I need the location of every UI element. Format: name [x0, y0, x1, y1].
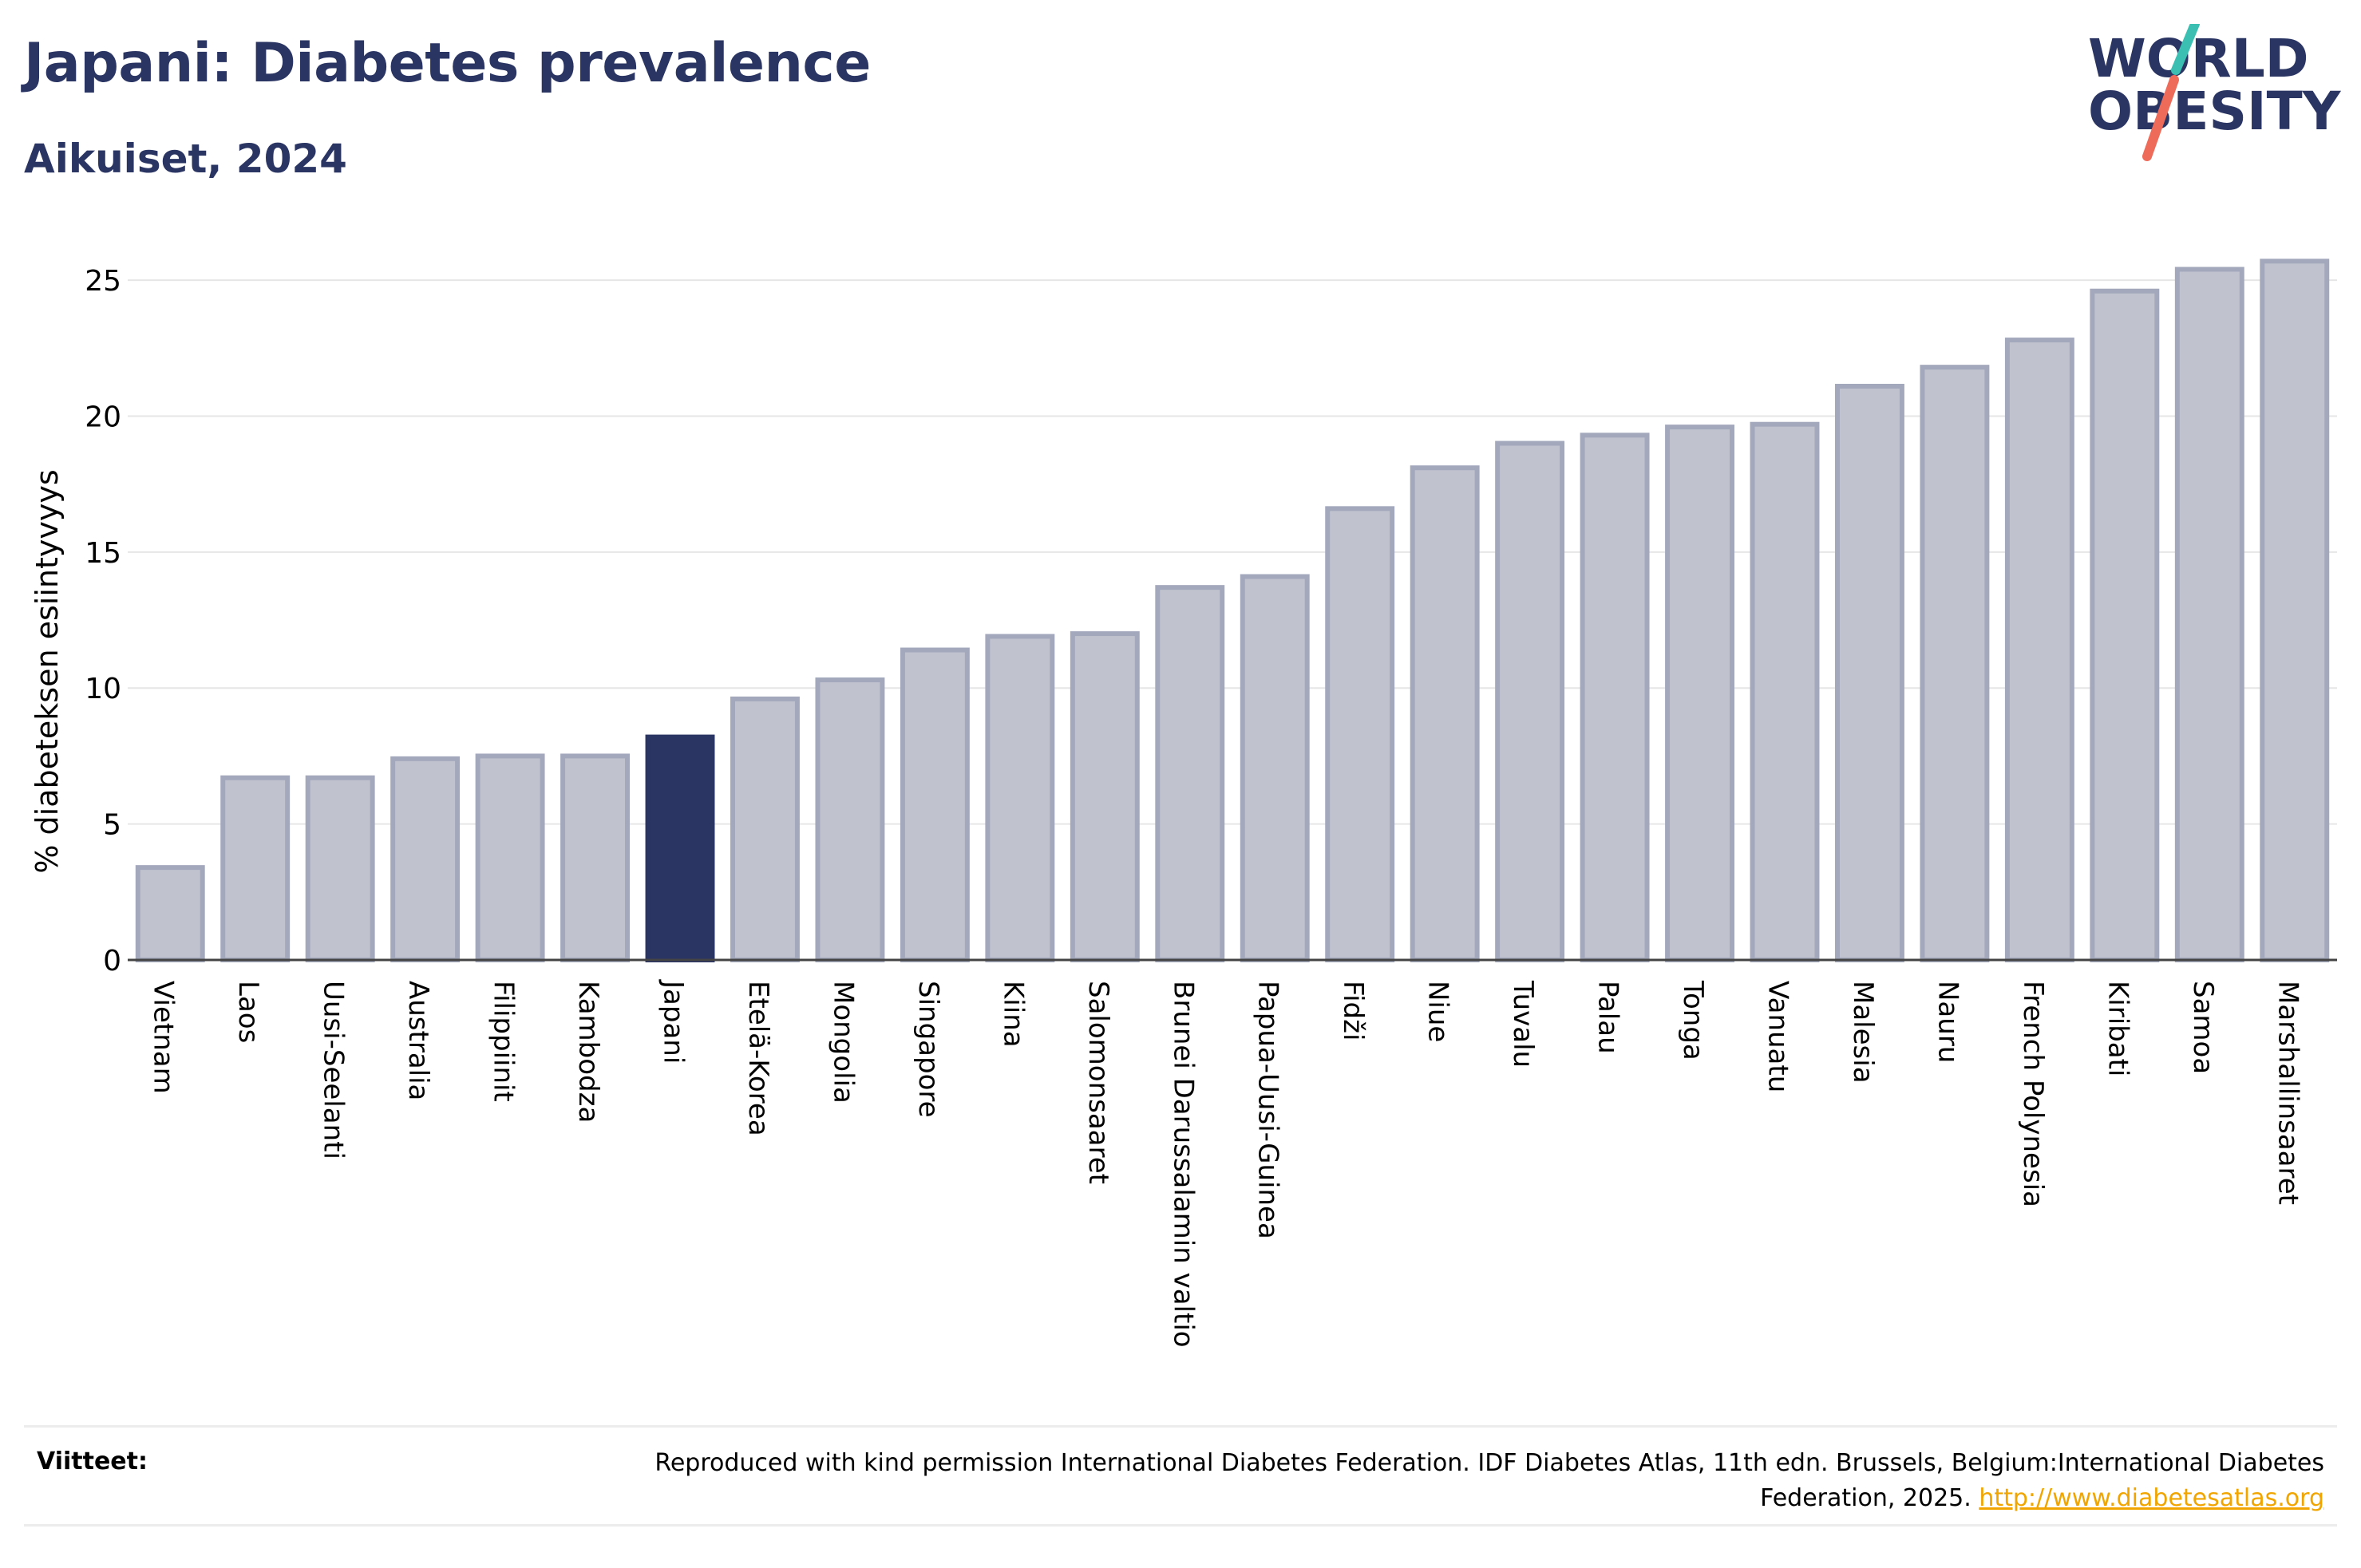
x-tick-label: Vietnam: [148, 981, 180, 1094]
x-tick-label: Mongolia: [827, 981, 859, 1104]
bar-chart: 0 5 10 15 20 25 Vietnam Laos Uusi-Seelanti Austr…: [30, 259, 2337, 1348]
y-tick-label: 20: [85, 401, 121, 433]
x-tick-label: Vanuatu: [1762, 981, 1794, 1092]
x-tick-label: Fidži: [1337, 981, 1369, 1041]
bar: [815, 677, 885, 962]
x-tick-label: Marshallinsaaret: [2272, 981, 2304, 1205]
x-tick-label: Palau: [1592, 981, 1624, 1054]
references-body: Reproduced with kind permission Internat…: [655, 1449, 2324, 1512]
bar: [730, 696, 800, 963]
x-tick-label: Samoa: [2187, 981, 2219, 1074]
x-tick-label: Filippiinit: [488, 981, 520, 1102]
y-axis-title: % diabeteksen esiintyvyys: [30, 469, 65, 873]
bar-highlight: [645, 734, 715, 962]
x-tick-label: Niue: [1422, 981, 1454, 1042]
y-axis-ticks: 0 5 10 15 20 25: [85, 265, 121, 978]
bar: [1325, 506, 1395, 962]
x-tick-label: Uusi-Seelanti: [318, 981, 350, 1159]
bar: [900, 647, 970, 962]
bars: [135, 259, 2330, 963]
bar: [1835, 384, 1904, 962]
world-obesity-logo: WORLD OBESITY: [2088, 24, 2342, 161]
references-label: Viitteet:: [37, 1448, 148, 1475]
x-tick-label: French Polynesia: [2017, 981, 2049, 1207]
bar: [1580, 432, 1650, 962]
bar: [1750, 421, 1820, 962]
footer-divider-top: [24, 1425, 2337, 1428]
y-tick-label: 15: [85, 537, 121, 570]
x-tick-label: Nauru: [1932, 981, 1964, 1063]
x-tick-label: Kiina: [997, 981, 1029, 1048]
logo-slash-coral: [2142, 75, 2179, 161]
x-tick-label: Australia: [402, 981, 434, 1100]
bar: [305, 775, 375, 962]
bar: [2174, 267, 2244, 962]
x-tick-label: Tuvalu: [1507, 980, 1539, 1068]
bar: [135, 865, 205, 963]
bar: [560, 753, 630, 962]
x-tick-label: Etelä-Korea: [742, 981, 774, 1136]
x-tick-label: Kambodza: [572, 981, 604, 1123]
references-text: Reproduced with kind permission Internat…: [568, 1446, 2324, 1516]
y-tick-label: 25: [85, 265, 121, 298]
bar: [1070, 631, 1140, 963]
y-tick-label: 0: [103, 945, 121, 978]
bar: [2004, 338, 2074, 963]
bar: [1920, 365, 1990, 962]
bar: [475, 753, 545, 962]
chart-title: Japani: Diabetes prevalence: [24, 32, 871, 95]
bar: [1410, 465, 1480, 962]
logo-slash-teal: [2171, 24, 2200, 75]
x-tick-label: Malesia: [1847, 981, 1879, 1084]
x-tick-label: Laos: [232, 981, 264, 1043]
x-tick-label: Salomonsaaret: [1082, 981, 1114, 1184]
footer-divider-bottom: [24, 1524, 2337, 1527]
chart-subtitle: Aikuiset, 2024: [24, 136, 347, 182]
logo-text-world: WORLD: [2088, 28, 2309, 89]
references-link[interactable]: http://www.diabetesatlas.org: [1979, 1484, 2324, 1512]
bar: [220, 775, 291, 962]
bar: [985, 634, 1055, 962]
y-tick-label: 5: [103, 809, 121, 842]
bar: [1240, 574, 1310, 962]
bar: [1155, 585, 1225, 962]
bar: [1665, 425, 1734, 962]
y-tick-label: 10: [85, 673, 121, 705]
logo-text-obesity: OBESITY: [2088, 81, 2342, 142]
x-tick-label: Japani: [658, 979, 690, 1064]
x-tick-label: Singapore: [912, 981, 944, 1118]
x-axis-labels: Vietnam Laos Uusi-Seelanti Australia Filippi…: [148, 979, 2304, 1348]
x-tick-label: Tonga: [1677, 980, 1709, 1060]
x-tick-label: Kiribati: [2102, 981, 2134, 1076]
x-tick-label: Brunei Darussalamin valtio: [1167, 981, 1199, 1348]
bar: [390, 756, 461, 962]
bar: [2090, 288, 2160, 962]
bar: [1495, 440, 1565, 962]
bar: [2260, 259, 2330, 962]
x-tick-label: Papua-Uusi-Guinea: [1252, 981, 1284, 1239]
